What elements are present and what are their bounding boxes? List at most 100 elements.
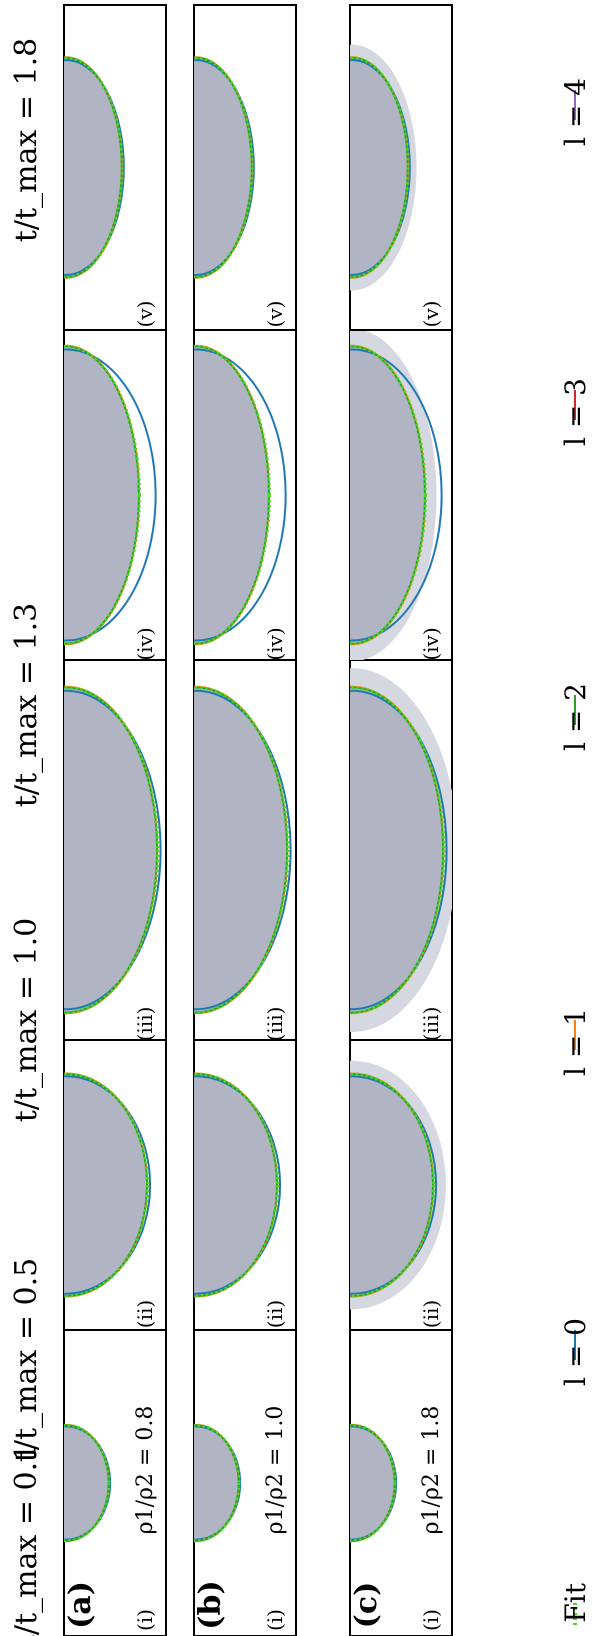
- panel-numeral: (iii): [133, 1007, 157, 1042]
- panel-grid: (i) (ii) (iii) (iv) (v) (a) ρ1/ρ2 = 0.8 (i) (ii)…: [63, 4, 453, 1636]
- bubble: [194, 57, 253, 278]
- panel-numeral: (i): [263, 1609, 287, 1631]
- fit-data: [350, 1423, 397, 1543]
- fit-l0: [64, 1075, 152, 1295]
- row-label-b: (b): [193, 1580, 228, 1629]
- panel-numeral: (ii): [419, 1300, 443, 1328]
- bubble: [350, 57, 409, 278]
- legend-item-l3: l = 3: [559, 378, 592, 446]
- fit-l0: [194, 348, 287, 642]
- fit-data: [350, 686, 446, 1014]
- fit-data: [64, 686, 160, 1014]
- panel-b-5: (v): [193, 4, 297, 331]
- bubble: [64, 346, 140, 644]
- bubble-image: [194, 1423, 242, 1543]
- fit-l0: [64, 689, 162, 1011]
- legend-label: Fit: [559, 1582, 592, 1622]
- bubble: [350, 1425, 395, 1541]
- column-titles: t/t_max = 0.1t/t_max = 0.5 t/t_max = 1.0 t…: [9, 38, 44, 1636]
- legend-label: l = 4: [559, 78, 592, 146]
- panel-numeral: (iii): [419, 1007, 443, 1042]
- time-label-1: t/t_max = 0.1: [9, 1443, 44, 1636]
- fit-l0: [194, 1075, 282, 1295]
- fit-l0: [64, 348, 157, 642]
- fit-data: [64, 1072, 150, 1298]
- row-label-c: (c): [349, 1582, 384, 1629]
- fit-data: [64, 345, 141, 645]
- panel-numeral: (i): [133, 1609, 157, 1631]
- panel-a-4: (iv): [63, 329, 167, 661]
- panel-c-3: (iii): [349, 659, 453, 1042]
- fit-data: [194, 56, 254, 279]
- panel-numeral: (ii): [263, 1300, 287, 1328]
- row-label-a: (a): [63, 1581, 98, 1629]
- bubble-image: [64, 1072, 152, 1298]
- bubble-image: [194, 1072, 282, 1298]
- fit-l0: [64, 59, 125, 276]
- bubble-image: [350, 668, 452, 1032]
- bubble: [64, 1074, 148, 1296]
- panel-numeral: (i): [419, 1609, 443, 1631]
- time-label-3: t/t_max = 1.0: [9, 918, 44, 1122]
- fit-data: [64, 56, 124, 279]
- bubble: [64, 57, 123, 278]
- fit-l0: [350, 1075, 438, 1295]
- bubble-image: [350, 1060, 446, 1310]
- panel-a-5: (v): [63, 4, 167, 331]
- legend: Fit l = 0 l = 1 l = 2 l = 3 l = 4: [559, 78, 592, 1625]
- fit-data: [194, 345, 271, 645]
- panel-a-2: (ii): [63, 1039, 167, 1331]
- fit-data: [194, 686, 290, 1014]
- panel-numeral: (iii): [263, 1007, 287, 1042]
- panel-numeral: (v): [419, 301, 443, 328]
- bubble-image: [350, 44, 417, 291]
- legend-label: l = 0: [559, 1318, 592, 1386]
- panel-numeral: (ii): [133, 1300, 157, 1328]
- bubble: [194, 346, 270, 644]
- panel-row-a: (i) (ii) (iii) (iv) (v) (a) ρ1/ρ2 = 0.8: [63, 4, 167, 1636]
- bubble-image: [350, 1423, 398, 1543]
- fit-l0: [350, 689, 448, 1011]
- panel-numeral: (v): [133, 301, 157, 328]
- bubble-image: [194, 344, 287, 646]
- bubble-image: [64, 344, 157, 646]
- panel-b-1: (i): [193, 1329, 297, 1636]
- panel-row-b: (i) (ii) (iii) (iv) (v) (b) ρ1/ρ2 = 1.0: [193, 4, 297, 1636]
- bubble: [350, 346, 426, 644]
- bubble-image: [194, 56, 255, 279]
- panel-numeral: (iv): [133, 627, 157, 660]
- legend-item-l2: l = 2: [559, 683, 592, 751]
- bubble: [194, 687, 288, 1013]
- fit-data: [64, 1423, 111, 1543]
- fit-data: [350, 56, 410, 279]
- panel-numeral: (v): [263, 301, 287, 328]
- density-ratio: ρ1/ρ2 = 1.0: [263, 1406, 288, 1535]
- bubble-image: [350, 330, 443, 660]
- panel-a-3: (iii): [63, 659, 167, 1042]
- fit-l0: [350, 348, 443, 642]
- legend-item-fit: Fit: [559, 1582, 592, 1625]
- legend-item-l1: l = 1: [559, 1008, 592, 1076]
- bubble: [194, 1074, 278, 1296]
- bubble: [350, 1074, 434, 1296]
- legend-label: l = 1: [559, 1008, 592, 1076]
- fit-data: [194, 1423, 241, 1543]
- legend-item-l0: l = 0: [559, 1318, 592, 1386]
- fit-l0: [194, 689, 292, 1011]
- time-label-4: t/t_max = 1.3: [9, 603, 44, 807]
- time-label-2: t/t_max = 0.5: [9, 1258, 44, 1462]
- time-label-5: t/t_max = 1.8: [9, 38, 44, 242]
- bubble-image: [64, 56, 125, 279]
- fit-l0: [350, 59, 411, 276]
- fit-data: [350, 345, 427, 645]
- density-ratio: ρ1/ρ2 = 0.8: [133, 1406, 158, 1535]
- fit-data: [350, 1072, 436, 1298]
- bubble: [64, 687, 158, 1013]
- legend-item-l4: l = 4: [559, 78, 592, 146]
- bubble-image: [64, 1423, 112, 1543]
- fit-data: [194, 1072, 280, 1298]
- legend-label: l = 2: [559, 683, 592, 751]
- panel-c-5: (v): [349, 4, 453, 331]
- panel-row-c: (i) (ii) (iii) (iv) (v) (c) ρ1/ρ2 = 1.8: [349, 4, 453, 1636]
